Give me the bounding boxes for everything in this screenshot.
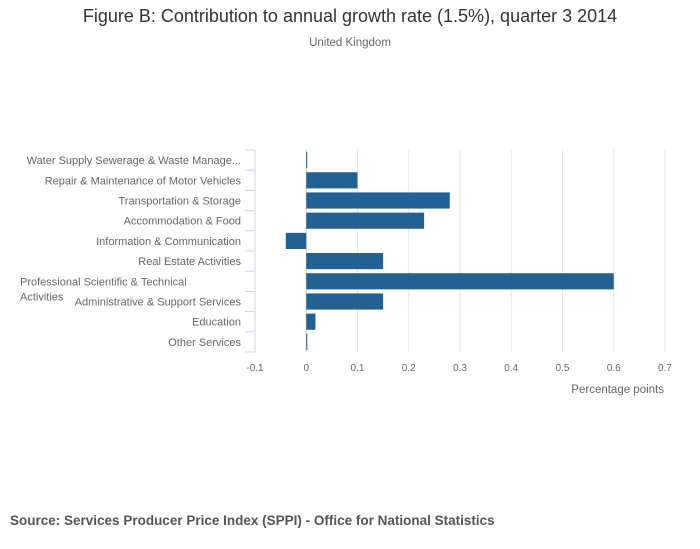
category-label: Repair & Maintenance of Motor Vehicles (45, 175, 242, 187)
bar[interactable] (306, 313, 316, 330)
category-labels: Water Supply Sewerage & Waste Manage... R… (20, 155, 241, 349)
category-label: Transportation & Storage (119, 196, 242, 208)
y-axis (245, 149, 256, 353)
bar[interactable] (306, 212, 425, 229)
category-label: Water Supply Sewerage & Waste Manage... (27, 155, 241, 167)
x-tick-label: 0.7 (658, 363, 672, 374)
x-axis-title: Percentage points (571, 384, 664, 396)
chart-subtitle: United Kingdom (309, 37, 391, 49)
bar[interactable] (306, 253, 384, 270)
x-tick-label: 0.4 (504, 363, 518, 374)
x-tick-label: 0.2 (402, 363, 416, 374)
category-label: Education (192, 317, 241, 329)
x-tick-label: 0.3 (453, 363, 467, 374)
gridlines (305, 150, 666, 352)
bar[interactable] (306, 273, 614, 290)
bar[interactable] (306, 172, 358, 189)
x-tick-label: -0.1 (246, 363, 264, 374)
category-label: Activities (20, 291, 64, 303)
bar[interactable] (306, 192, 450, 209)
category-label: Professional Scientific & Technical (20, 276, 187, 288)
category-label: Information & Communication (96, 236, 241, 248)
bar[interactable] (306, 333, 308, 350)
bar[interactable] (306, 293, 384, 310)
x-tick-label: 0.6 (607, 363, 621, 374)
category-label: Other Services (168, 337, 241, 349)
source-note: Source: Services Producer Price Index (S… (10, 513, 495, 528)
x-tick-label: 0.5 (556, 363, 570, 374)
chart-title: Figure B: Contribution to annual growth … (82, 6, 618, 26)
x-tick-label: 0 (303, 363, 309, 374)
x-tick-label: 0.1 (351, 363, 365, 374)
category-label: Administrative & Support Services (75, 297, 242, 309)
category-label: Real Estate Activities (138, 256, 241, 268)
category-label: Accommodation & Food (124, 216, 241, 228)
bars (285, 152, 614, 350)
x-tick-labels: -0.1 0 0.1 0.2 0.3 0.4 0.5 0.6 0.7 (246, 363, 672, 374)
bar[interactable] (285, 232, 307, 249)
bar[interactable] (306, 152, 308, 169)
